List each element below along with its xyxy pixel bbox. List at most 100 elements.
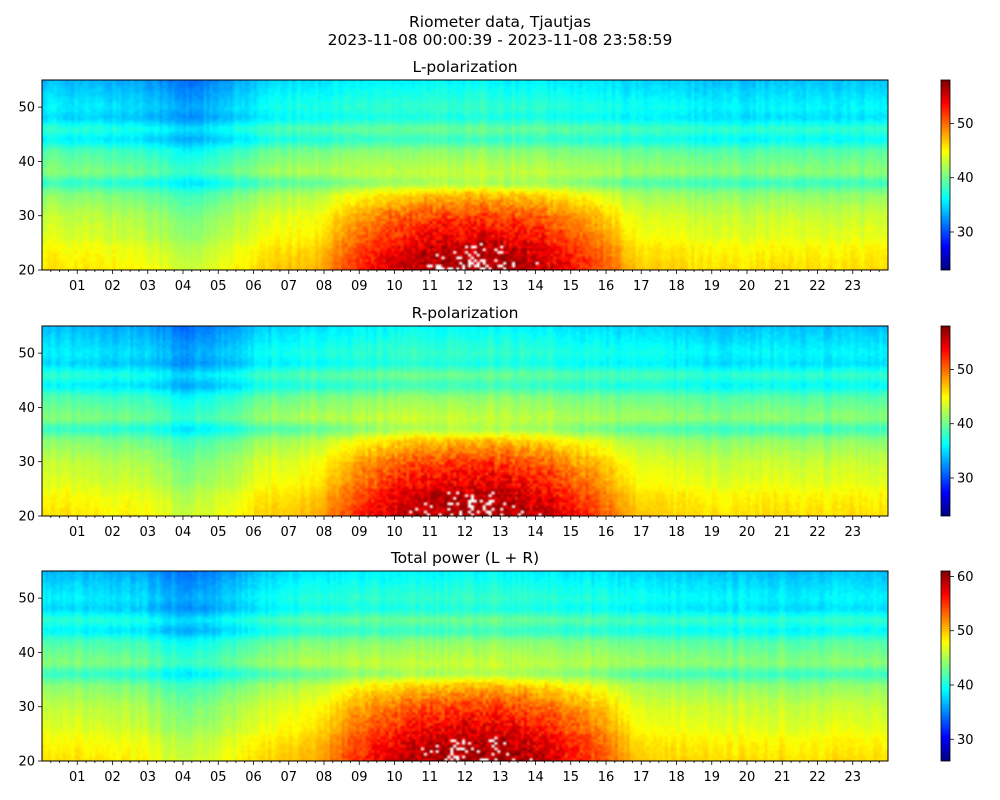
panel-2: R-polarization 01 02 03 04 05 06 07 08 09 10 11 12 13… [18, 304, 973, 540]
x-tick-label: 15 [562, 525, 579, 540]
colorbar-tick-label: 30 [957, 226, 974, 241]
x-tick-label: 11 [421, 525, 438, 540]
x-tick-label: 10 [386, 525, 403, 540]
y-tick-label: 40 [18, 401, 35, 416]
panel-1: L-polarization 01 02 03 04 05 06 07 08 09 10 11 12 13… [18, 58, 973, 294]
figure-title-line2: 2023-11-08 00:00:39 - 2023-11-08 23:58:5… [328, 31, 673, 49]
x-tick-label: 21 [774, 525, 791, 540]
y-tick-label: 50 [18, 101, 35, 116]
x-tick-label: 23 [844, 770, 861, 785]
x-tick-label: 09 [351, 279, 368, 294]
x-tick-label: 12 [457, 279, 474, 294]
x-tick-label: 02 [104, 525, 121, 540]
x-tick-label: 02 [104, 279, 121, 294]
x-tick-label: 12 [457, 770, 474, 785]
x-tick-label: 23 [844, 279, 861, 294]
x-tick-label: 09 [351, 525, 368, 540]
panels: L-polarization 01 02 03 04 05 06 07 08 09 10 11 12 13… [18, 58, 973, 785]
x-tick-label: 19 [703, 525, 720, 540]
y-tick-label: 20 [18, 755, 35, 770]
x-tick-label: 18 [668, 279, 685, 294]
x-tick-label: 13 [492, 770, 509, 785]
panel-title: Total power (L + R) [390, 549, 539, 567]
x-tick-label: 01 [69, 525, 86, 540]
x-tick-label: 08 [316, 525, 333, 540]
x-tick-label: 03 [139, 279, 156, 294]
figure-title-line1: Riometer data, Tjautjas [409, 13, 591, 31]
x-tick-label: 14 [527, 525, 544, 540]
colorbar-tick-label: 30 [957, 472, 974, 487]
x-tick-label: 01 [69, 279, 86, 294]
x-tick-label: 22 [809, 770, 826, 785]
colorbar [940, 79, 951, 271]
x-tick-label: 16 [598, 770, 615, 785]
x-tick-label: 14 [527, 279, 544, 294]
y-tick-label: 30 [18, 455, 35, 470]
heatmap-image [42, 571, 888, 761]
x-tick-label: 11 [421, 279, 438, 294]
x-tick-label: 08 [316, 770, 333, 785]
x-tick-label: 13 [492, 279, 509, 294]
colorbar-tick-label: 40 [957, 417, 974, 432]
heatmap-image [42, 80, 888, 270]
x-tick-label: 01 [69, 770, 86, 785]
y-tick-label: 30 [18, 700, 35, 715]
x-tick-label: 06 [245, 279, 262, 294]
x-tick-label: 03 [139, 525, 156, 540]
x-tick-label: 11 [421, 770, 438, 785]
panel-title: L-polarization [412, 58, 517, 76]
colorbar-tick-label: 30 [957, 733, 974, 748]
colorbar-tick-label: 40 [957, 679, 974, 694]
colorbar-tick-label: 60 [957, 570, 974, 585]
x-tick-label: 22 [809, 525, 826, 540]
x-tick-label: 12 [457, 525, 474, 540]
x-tick-label: 13 [492, 525, 509, 540]
x-tick-label: 08 [316, 279, 333, 294]
heatmap-image [42, 326, 888, 516]
colorbar-tick-label: 50 [957, 363, 974, 378]
x-tick-label: 17 [633, 770, 650, 785]
x-tick-label: 04 [175, 279, 192, 294]
x-tick-label: 17 [633, 279, 650, 294]
x-tick-label: 07 [280, 525, 297, 540]
x-tick-label: 21 [774, 279, 791, 294]
colorbar-tick-label: 50 [957, 624, 974, 639]
x-tick-label: 22 [809, 279, 826, 294]
x-tick-label: 10 [386, 279, 403, 294]
y-tick-label: 30 [18, 209, 35, 224]
colorbar-tick-label: 50 [957, 117, 974, 132]
x-tick-label: 18 [668, 525, 685, 540]
x-tick-label: 15 [562, 279, 579, 294]
y-tick-label: 40 [18, 155, 35, 170]
x-tick-label: 19 [703, 279, 720, 294]
x-tick-label: 07 [280, 770, 297, 785]
x-tick-label: 04 [175, 525, 192, 540]
x-tick-label: 23 [844, 525, 861, 540]
x-tick-label: 05 [210, 525, 227, 540]
x-tick-label: 16 [598, 525, 615, 540]
x-tick-label: 04 [175, 770, 192, 785]
y-tick-label: 50 [18, 347, 35, 362]
panel-title: R-polarization [412, 304, 519, 322]
x-tick-label: 19 [703, 770, 720, 785]
colorbar-tick-label: 40 [957, 171, 974, 186]
x-tick-label: 09 [351, 770, 368, 785]
y-tick-label: 40 [18, 646, 35, 661]
y-tick-label: 20 [18, 264, 35, 279]
y-tick-label: 20 [18, 510, 35, 525]
x-tick-label: 03 [139, 770, 156, 785]
x-tick-label: 02 [104, 770, 121, 785]
x-tick-label: 14 [527, 770, 544, 785]
panel-3: Total power (L + R) 01 02 03 04 05 06 07 08 09 10 1… [18, 549, 973, 785]
y-tick-label: 50 [18, 592, 35, 607]
x-tick-label: 06 [245, 525, 262, 540]
x-tick-label: 17 [633, 525, 650, 540]
x-tick-label: 18 [668, 770, 685, 785]
x-tick-label: 21 [774, 770, 791, 785]
x-tick-label: 20 [739, 770, 756, 785]
colorbar [940, 570, 951, 762]
colorbar [940, 325, 951, 517]
x-tick-label: 20 [739, 279, 756, 294]
x-tick-label: 10 [386, 770, 403, 785]
x-tick-label: 15 [562, 770, 579, 785]
